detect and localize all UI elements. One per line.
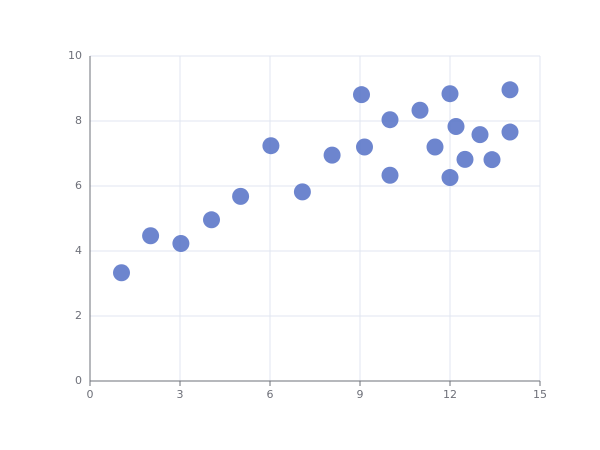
point bbox=[262, 137, 280, 155]
point bbox=[323, 146, 341, 164]
point bbox=[232, 187, 250, 205]
point bbox=[411, 101, 429, 119]
point bbox=[456, 150, 474, 168]
point bbox=[501, 81, 519, 99]
y-tick-label: 6 bbox=[75, 179, 82, 192]
point bbox=[426, 138, 444, 156]
point bbox=[381, 166, 399, 184]
point bbox=[172, 235, 190, 253]
x-tick-label: 15 bbox=[533, 388, 547, 401]
x-tick-label: 12 bbox=[443, 388, 457, 401]
point bbox=[381, 111, 399, 129]
y-tick-label: 8 bbox=[75, 114, 82, 127]
point bbox=[356, 138, 373, 156]
x-tick-label: 9 bbox=[357, 388, 364, 401]
y-tick-label: 10 bbox=[68, 49, 82, 62]
point bbox=[142, 227, 160, 245]
y-tick-label: 2 bbox=[75, 309, 82, 322]
point bbox=[483, 151, 501, 169]
point bbox=[353, 86, 370, 104]
point bbox=[441, 85, 459, 103]
point bbox=[113, 264, 130, 282]
point bbox=[441, 169, 459, 187]
y-tick-label: 4 bbox=[75, 244, 82, 257]
x-tick-label: 3 bbox=[177, 388, 184, 401]
point bbox=[471, 126, 489, 144]
y-tick-label: 0 bbox=[75, 374, 82, 387]
x-tick-label: 6 bbox=[267, 388, 274, 401]
x-tick-label: 0 bbox=[87, 388, 94, 401]
point bbox=[293, 183, 311, 201]
point bbox=[447, 118, 465, 136]
point bbox=[203, 211, 220, 229]
point bbox=[501, 123, 519, 141]
